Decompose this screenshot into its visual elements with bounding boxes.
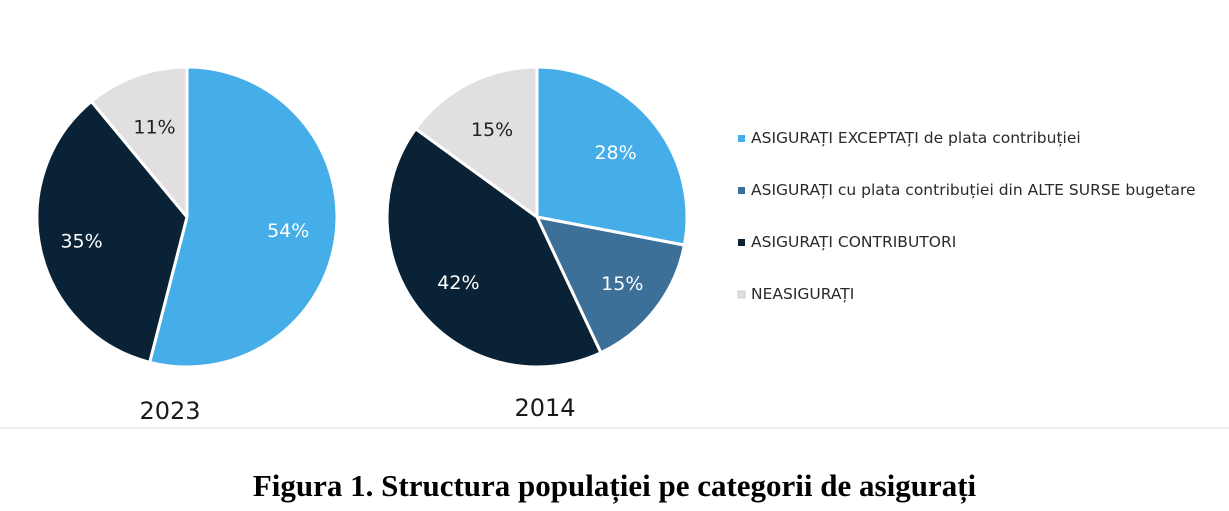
pie-chart-2023: 54% 35% 11% 2023 bbox=[35, 65, 339, 425]
legend-swatch-asigurati-cu-plata-contributiei-din-alte-surse-bugetare bbox=[738, 187, 745, 194]
slice-label-2014-neasigurati: 15% bbox=[471, 119, 513, 141]
slice-label-2023-neasigurati: 11% bbox=[133, 117, 175, 139]
pie-slice-2014-asigurati-contributori bbox=[385, 127, 603, 369]
slice-label-2023-asigurati-contributori: 35% bbox=[60, 231, 102, 253]
figure-caption: Figura 1. Structura populației pe catego… bbox=[252, 468, 977, 503]
legend-swatch-asigurati-contributori bbox=[738, 239, 745, 246]
legend-swatch-asigurati-exceptati-de-plata-contributiei bbox=[738, 135, 745, 142]
legend-label-asigurati-exceptati-de-plata-contributiei: ASIGURAȚI EXCEPTAȚI de plata contribuție… bbox=[751, 129, 1081, 147]
pie-slice-2014-asigurati-exceptati-de-plata-contributiei bbox=[535, 65, 689, 247]
pie-chart-2014: 28% 15% 42% 15% 2014 bbox=[385, 65, 689, 422]
slice-label-2023-asigurati-exceptati-de-plata-contributiei: 54% bbox=[267, 220, 309, 242]
pie-slice-2023-asigurati-contributori bbox=[35, 99, 189, 364]
slice-label-2014-asigurati-contributori: 42% bbox=[437, 272, 479, 294]
legend-label-asigurati-cu-plata-contributiei-din-alte-surse-bugetare: ASIGURAȚI cu plata contribuției din ALTE… bbox=[751, 181, 1196, 199]
legend-label-neasigurati: NEASIGURAȚI bbox=[751, 285, 854, 303]
slice-label-2014-asigurati-exceptati-de-plata-contributiei: 28% bbox=[594, 142, 636, 164]
pie-slice-2014-asigurati-cu-plata-contributiei-din-alte-surse-bugetare bbox=[535, 215, 686, 355]
legend-swatch-neasigurati bbox=[737, 290, 746, 299]
pie-slice-2023-asigurati-exceptati-de-plata-contributiei bbox=[148, 65, 339, 369]
pie-slice-2014-neasigurati bbox=[414, 65, 539, 219]
pie-charts-figure: 54% 35% 11% 2023 28% 15% 42% 15% 2014 ASIGURAȚI… bbox=[0, 65, 1229, 429]
pie-slice-2023-neasigurati bbox=[89, 65, 189, 219]
legend-label-asigurati-contributori: ASIGURAȚI CONTRIBUTORI bbox=[751, 233, 956, 251]
pie-title-2014: 2014 bbox=[514, 394, 575, 422]
slice-label-2014-asigurati-cu-plata-contributiei-din-alte-surse-bugetare: 15% bbox=[601, 273, 643, 295]
pie-title-2023: 2023 bbox=[139, 397, 200, 425]
chart-legend: ASIGURAȚI EXCEPTAȚI de plata contribuție… bbox=[737, 129, 1196, 303]
